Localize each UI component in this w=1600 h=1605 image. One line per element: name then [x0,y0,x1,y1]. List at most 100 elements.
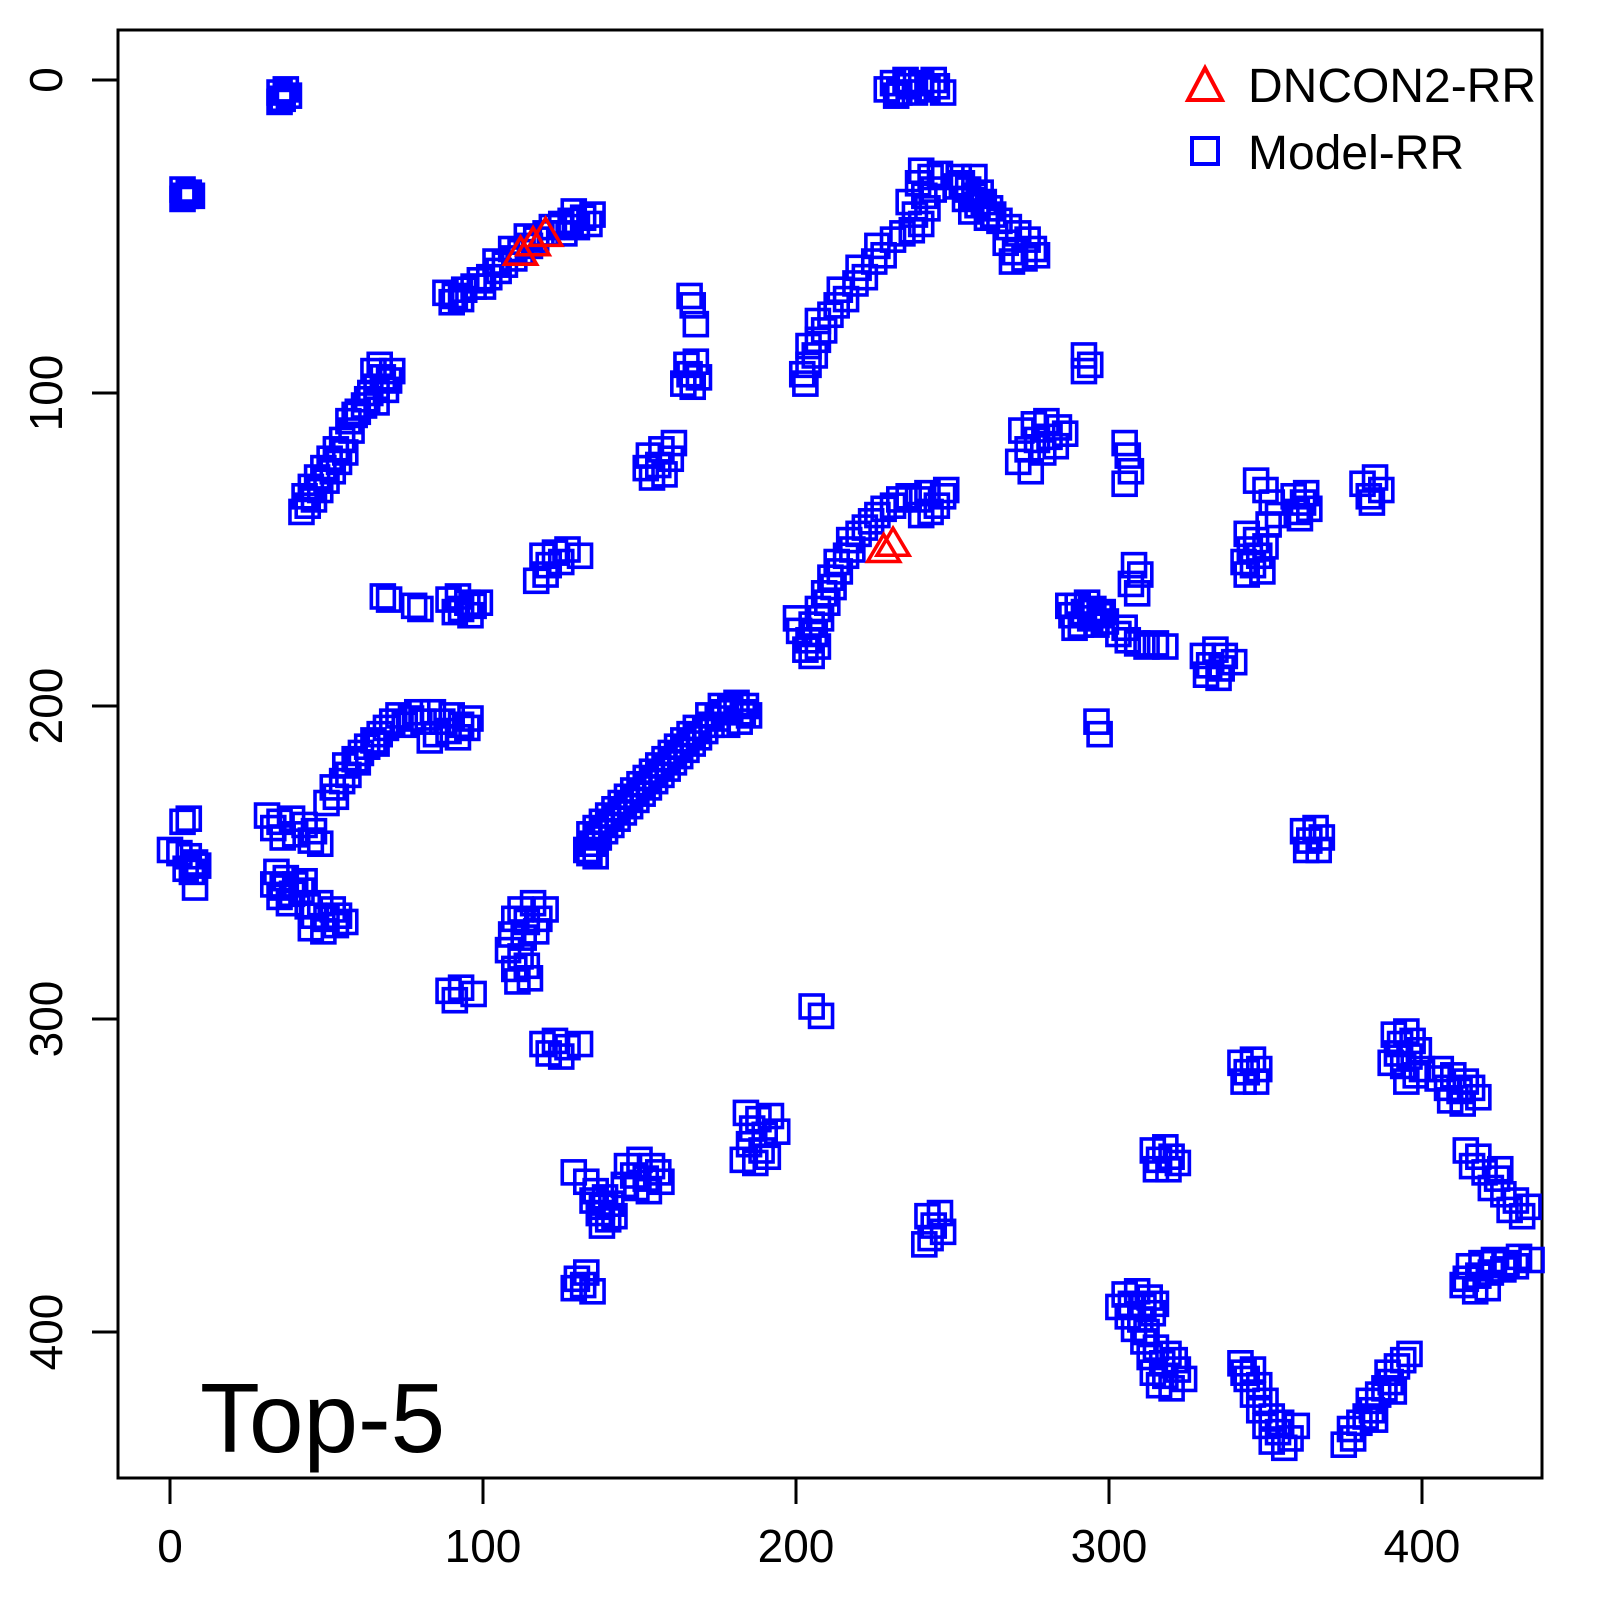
model-rr-point [601,1202,628,1230]
model-rr-point [676,282,703,310]
model-rr-point [1089,598,1117,626]
model-rr-point [679,292,707,319]
model-rr-point [353,385,381,413]
model-rr-point [172,855,199,883]
model-rr-point [1152,633,1179,660]
model-rr-point [375,586,403,613]
model-rr-point [1283,498,1311,526]
model-rr-point [166,839,193,867]
model-rr-point [682,310,710,338]
x-axis: 0 100 200 300 400 [157,1478,1460,1572]
model-rr-point [275,889,303,917]
model-rr-point [328,426,356,454]
model-rr-point [432,279,459,307]
model-rr-point [1164,1149,1192,1177]
model-rr-point [660,429,688,457]
model-rr-point [795,351,822,379]
model-rr-point [1114,442,1142,469]
model-rr-point [945,163,973,191]
model-rr-point [1230,1359,1257,1386]
model-rr-point [1105,1293,1132,1321]
model-rr-point [1474,1274,1502,1302]
model-rr-point [898,216,926,244]
model-rr-point [322,436,350,463]
model-rr-point [810,317,838,344]
y-axis: 0 100 200 300 400 [20,67,118,1370]
model-rr-point [516,965,544,992]
model-rr-point [804,326,832,354]
model-rr-series [156,66,1545,1462]
dncon2-rr-point [864,530,903,564]
model-rr-point [338,417,365,444]
model-rr-point [444,723,472,751]
model-rr-point [178,182,206,210]
model-rr-point [1483,1165,1511,1192]
model-rr-point [269,85,296,113]
model-rr-point [1205,664,1232,692]
model-rr-point [403,698,431,726]
dncon2-rr-point [501,233,540,266]
model-rr-point [1283,1412,1311,1440]
model-rr-point [923,72,951,100]
model-rr-point [1105,620,1132,648]
legend-square-icon [1190,136,1220,166]
x-tick-label-2: 200 [758,1520,835,1572]
model-rr-point [1233,561,1261,588]
model-rr-point [579,201,606,228]
model-rr-point [325,902,353,930]
model-rr-point [435,717,462,745]
model-rr-point [804,633,832,660]
model-rr-point [1380,1378,1408,1405]
x-tick-label-1: 100 [445,1520,522,1572]
y-tick-label-0: 0 [20,67,72,93]
model-rr-point [460,980,487,1008]
model-rr-point [1111,470,1138,498]
model-rr-point [1133,633,1160,660]
dncon2-rr-point [513,224,553,257]
model-rr-point [885,486,913,513]
legend-label-dncon2: DNCON2-RR [1248,60,1536,113]
model-rr-point [441,282,469,310]
model-rr-point [441,598,469,626]
model-rr-point [1405,1037,1433,1064]
model-rr-point [1017,457,1045,485]
model-rr-point [817,564,844,591]
x-tick-label-0: 0 [157,1520,183,1572]
model-rr-point [331,908,359,936]
model-rr-point [460,592,487,620]
model-rr-point [297,827,325,854]
model-rr-point [269,824,296,851]
model-rr-point [175,179,203,206]
model-rr-point [823,292,850,319]
model-rr-point [932,476,960,504]
model-rr-point [560,198,588,225]
y-tick-label-4: 400 [20,1294,72,1371]
model-rr-point [864,501,891,529]
model-rr-point [522,918,550,945]
model-rr-point [907,501,935,529]
y-tick-label-3: 300 [20,981,72,1058]
plot-box [116,28,1544,1480]
model-rr-point [416,727,444,754]
model-rr-point [466,589,494,617]
model-rr-point [1133,1318,1160,1346]
model-rr-point [942,173,969,200]
model-rr-point [441,986,469,1014]
model-rr-point [560,1274,588,1302]
model-rr-point [532,561,559,588]
model-rr-point [313,789,340,817]
model-rr-point [842,270,869,297]
model-rr-point [820,573,847,601]
model-rr-point [801,342,829,369]
model-rr-point [798,993,825,1020]
model-rr-point [864,232,891,260]
model-rr-point [998,248,1026,275]
model-rr-point [469,273,497,300]
model-rr-point [1267,1409,1295,1437]
legend-triangle-icon [1184,63,1226,102]
model-rr-point [911,1231,938,1258]
model-rr-point [870,241,897,269]
model-rr-point [1264,501,1292,529]
